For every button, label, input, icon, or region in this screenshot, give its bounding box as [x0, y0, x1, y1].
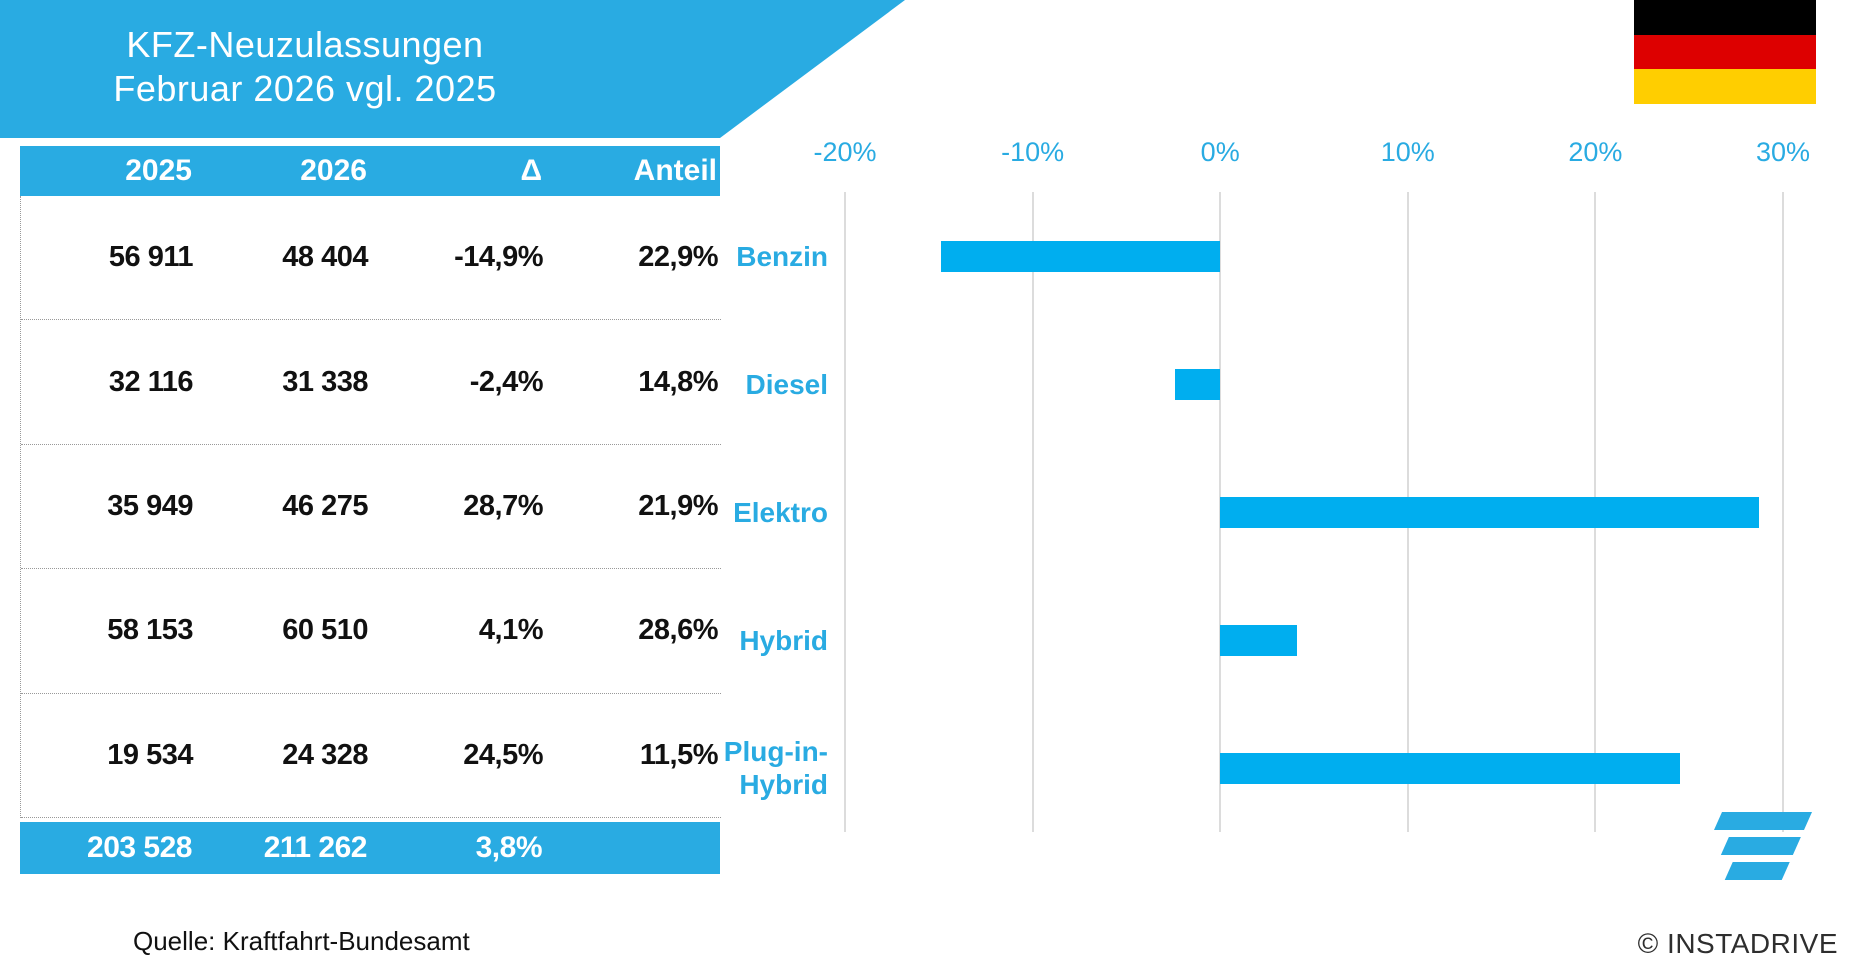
category-label-benzin: Benzin — [640, 220, 828, 292]
table-cell: 32 116 — [108, 365, 194, 398]
instadrive-logo-icon — [1682, 812, 1812, 880]
bar-plug-in-hybrid — [1220, 752, 1680, 784]
column-header-anteil: Anteil — [633, 154, 717, 187]
table-cell: 31 338 — [282, 365, 368, 398]
axis-tick-label: 0% — [1200, 137, 1240, 167]
table-cell: -14,9% — [454, 241, 543, 274]
category-label-hybrid: Hybrid — [640, 604, 828, 676]
axis-tick-label: 30% — [1755, 137, 1811, 167]
category-label-line: Diesel — [745, 368, 829, 400]
table-cell: 60 510 — [282, 614, 368, 647]
gridline--10 — [1031, 192, 1034, 832]
axis-tick-label: -20% — [813, 137, 877, 167]
table-cell: 28,7% — [463, 489, 543, 522]
table-row-elektro: 35 949 46 275 28,7% 21,9% — [21, 445, 721, 570]
table-row-diesel: 32 116 31 338 -2,4% 14,8% — [21, 320, 721, 445]
axis-tick-label: -10% — [1001, 137, 1065, 167]
table-cell: 4,1% — [478, 614, 544, 647]
table-cell: 58 153 — [107, 614, 193, 647]
bar-diesel — [1175, 368, 1221, 400]
table-cell: 19 534 — [107, 738, 193, 771]
table-cell: 28,6% — [638, 614, 718, 647]
flag-stripe-2 — [1634, 69, 1816, 105]
category-label-plug-in-hybrid: Plug-in- Hybrid — [640, 732, 828, 804]
flag-stripe-1 — [1634, 34, 1816, 70]
table-cell: 24,5% — [463, 738, 543, 771]
total-cell: 3,8% — [475, 831, 543, 864]
table-cell: 48 404 — [282, 241, 368, 274]
page-title-line1: KFZ-Neuzulassungen — [126, 24, 484, 65]
table-cell: 21,9% — [638, 489, 718, 522]
logo-bar-2 — [1724, 862, 1790, 880]
flag-stripe-0 — [1634, 0, 1816, 35]
category-label-elektro: Elektro — [640, 476, 828, 548]
table-cell: -2,4% — [469, 365, 544, 398]
table-cell: 46 275 — [282, 489, 368, 522]
category-label-line: Hybrid — [739, 624, 828, 656]
gridline--20 — [844, 192, 846, 832]
table-cell: 22,9% — [638, 241, 718, 274]
column-header-: Δ — [520, 154, 542, 187]
gridline-30 — [1782, 192, 1784, 832]
table-header-row: 2025 2026 Δ Anteil — [20, 146, 720, 196]
table-cell: 14,8% — [638, 365, 718, 398]
table-row-hybrid: 58 153 60 510 4,1% 28,6% — [21, 569, 721, 694]
table-row-plug-in-hybrid: 19 534 24 328 24,5% 11,5% — [21, 694, 721, 818]
total-cell: 203 528 — [87, 831, 192, 864]
germany-flag — [1634, 0, 1816, 105]
column-header-2025: 2025 — [125, 154, 192, 187]
column-header-2026: 2026 — [300, 154, 367, 187]
category-label-line: Hybrid — [739, 769, 828, 800]
bar-hybrid — [1220, 624, 1298, 656]
logo-bar-0 — [1713, 812, 1812, 830]
page-title-line2: Februar 2026 vgl. 2025 — [113, 68, 497, 109]
bar-benzin — [940, 240, 1221, 272]
category-label-line: Elektro — [733, 496, 828, 528]
page-title: KFZ-Neuzulassungen Februar 2026 vgl. 202… — [55, 23, 555, 111]
category-label-line: Benzin — [736, 240, 828, 272]
table-total-row: 203 528 211 262 3,8% — [20, 822, 720, 874]
total-cell: 211 262 — [263, 831, 368, 864]
source-note: Quelle: Kraftfahrt-Bundesamt — [133, 926, 470, 956]
table-cell: 11,5% — [639, 738, 719, 771]
bar-elektro — [1220, 496, 1759, 528]
copyright-label: © INSTADRIVE — [1637, 928, 1838, 959]
axis-tick-label: 20% — [1568, 137, 1623, 167]
axis-tick-label: 10% — [1380, 137, 1435, 167]
category-label-diesel: Diesel — [640, 348, 829, 420]
logo-bar-1 — [1720, 837, 1801, 855]
table-cell: 56 911 — [108, 241, 194, 274]
table-cell: 24 328 — [282, 738, 368, 771]
category-label-line: Plug-in- — [723, 736, 828, 767]
table-body: 56 911 48 404 -14,9% 22,9% 32 116 31 338 -2,4%… — [20, 196, 721, 818]
table-row-benzin: 56 911 48 404 -14,9% 22,9% — [21, 196, 721, 321]
table-cell: 35 949 — [107, 489, 193, 522]
